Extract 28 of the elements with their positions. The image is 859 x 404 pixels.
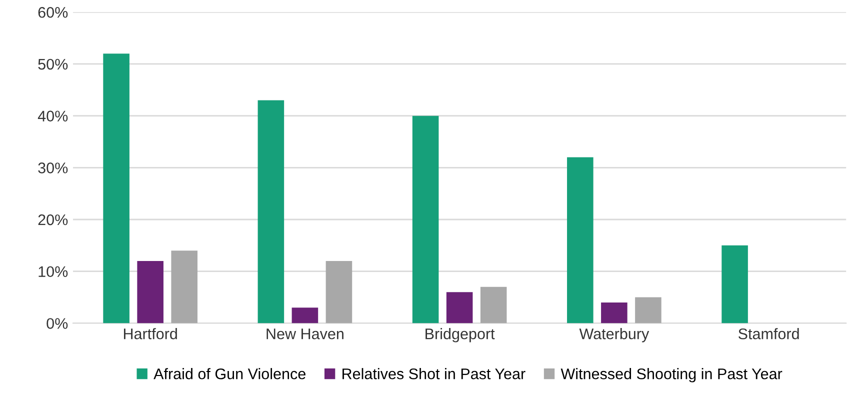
bar [635, 297, 662, 324]
bar [722, 245, 748, 324]
bar [412, 116, 439, 324]
x-tick-label: New Haven [266, 328, 344, 340]
x-tick-label: Hartford [124, 328, 177, 340]
y-tick-label: 10% [38, 266, 68, 278]
y-tick-label: 60% [38, 6, 68, 18]
bar [446, 292, 473, 324]
x-tick-label: Waterbury [579, 328, 650, 342]
bar [567, 157, 594, 324]
bar [137, 260, 164, 324]
legend-label: Afraid of Gun Violence [154, 368, 306, 380]
x-tick-label: Bridgeport [426, 328, 495, 342]
legend-label: Witnessed Shooting in Past Year [560, 368, 782, 382]
bar [103, 54, 130, 324]
bar [480, 286, 507, 324]
x-tick-label: Stamford [738, 328, 799, 340]
y-tick-label: 20% [38, 214, 68, 226]
bar [326, 260, 352, 324]
bar [292, 308, 318, 324]
y-tick-label: 40% [38, 110, 68, 122]
legend-label: Relatives Shot in Past Year [342, 368, 526, 380]
y-tick-label: 0% [46, 318, 68, 329]
bar [258, 100, 284, 324]
bar [171, 250, 198, 324]
bar [601, 302, 628, 324]
y-tick-label: 30% [38, 162, 68, 174]
y-tick-label: 50% [38, 58, 68, 70]
